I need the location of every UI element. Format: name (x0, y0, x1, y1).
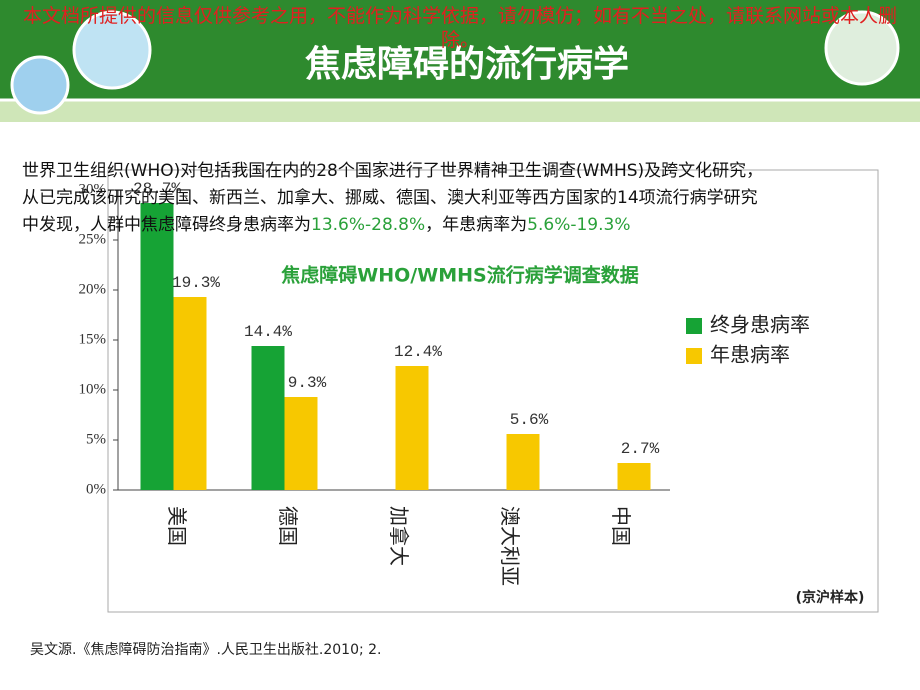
y-tick-label: 15% (79, 331, 107, 347)
value-label: 14.4% (244, 323, 292, 341)
tree-icon (10, 55, 70, 115)
watermark: 本文档所提供的信息仅供参考之用，不能作为科学依据，请勿模仿；如有不当之处，请联系… (22, 5, 897, 51)
bar (140, 203, 174, 490)
y-tick-label: 25% (79, 231, 107, 247)
text: 中发现，人群中焦虑障碍终身患病率为 (22, 215, 311, 235)
header-band (0, 0, 920, 100)
watermark-layer: 本文档所提供的信息仅供参考之用，不能作为科学依据，请勿模仿；如有不当之处，请联系… (22, 5, 897, 51)
bar (506, 434, 540, 490)
x-tick-label: 加拿大 (387, 506, 411, 566)
y-tick-label: 10% (79, 381, 107, 397)
legend-label: 年患病率 (710, 343, 790, 367)
y-tick-label: 0% (86, 481, 106, 497)
value-label: 2.7% (621, 440, 660, 458)
x-tick-label: 美国 (165, 506, 189, 546)
paragraph-line: 中发现，人群中焦虑障碍终身患病率为13.6%-28.8%，年患病率为5.6%-1… (22, 212, 912, 239)
y-tick-label: 20% (79, 281, 107, 297)
paragraph-line: 世界卫生组织(WHO)对包括我国在内的28个国家进行了世界精神卫生调查(WMHS… (22, 161, 764, 181)
paragraph: 世界卫生组织(WHO)对包括我国在内的28个国家进行了世界精神卫生调查(WMHS… (22, 158, 912, 239)
value-label: 28.7% (133, 180, 181, 198)
y-tick-label: 5% (86, 431, 106, 447)
bar (173, 297, 207, 490)
paragraph-line: 从已完成该研究的美国、新西兰、加拿大、挪威、德国、澳大利亚等西方国家的14项流行… (22, 188, 758, 208)
slide-title: 焦虑障碍的流行病学 (305, 43, 629, 85)
watermark-box: 本文档所提供的信息仅供参考之用，不能作为科学依据，请勿模仿；如有不当之处，请联系… (22, 5, 897, 51)
text: ，年患病率为 (425, 215, 528, 235)
chart-title: 焦虑障碍WHO/WMHS流行病学调查数据 (280, 264, 638, 287)
y-tick-label: 30% (79, 181, 107, 197)
bar (251, 346, 285, 490)
value-label: 5.6% (510, 411, 549, 429)
citation: 吴文源.《焦虑障碍防治指南》.人民卫生出版社.2010; 2. (30, 642, 382, 658)
value-label: 19.3% (172, 274, 220, 292)
header-strip (0, 100, 920, 122)
highlight: 5.6%-19.3% (527, 215, 631, 235)
chart-note: (京沪样本) (796, 589, 865, 606)
portrait-icon (72, 10, 152, 90)
chart: 0% 5% 10% 15% 20% 25% 30% 美国 28.7% 19.3% 德国 14.4% 9.… (79, 180, 811, 586)
bar (617, 463, 651, 490)
value-label: 9.3% (288, 374, 327, 392)
legend-swatch (686, 348, 702, 364)
x-tick-label: 澳大利亚 (498, 506, 522, 586)
bar (395, 366, 429, 490)
chart-frame (107, 169, 879, 613)
x-tick-label: 中国 (609, 506, 633, 546)
highlight: 13.6%-28.8% (311, 215, 426, 235)
x-tick-label: 德国 (276, 506, 300, 546)
bar (284, 397, 318, 490)
legend-label: 终身患病率 (710, 313, 810, 337)
flower-icon (824, 10, 900, 86)
legend-swatch (686, 318, 702, 334)
value-label: 12.4% (394, 343, 442, 361)
